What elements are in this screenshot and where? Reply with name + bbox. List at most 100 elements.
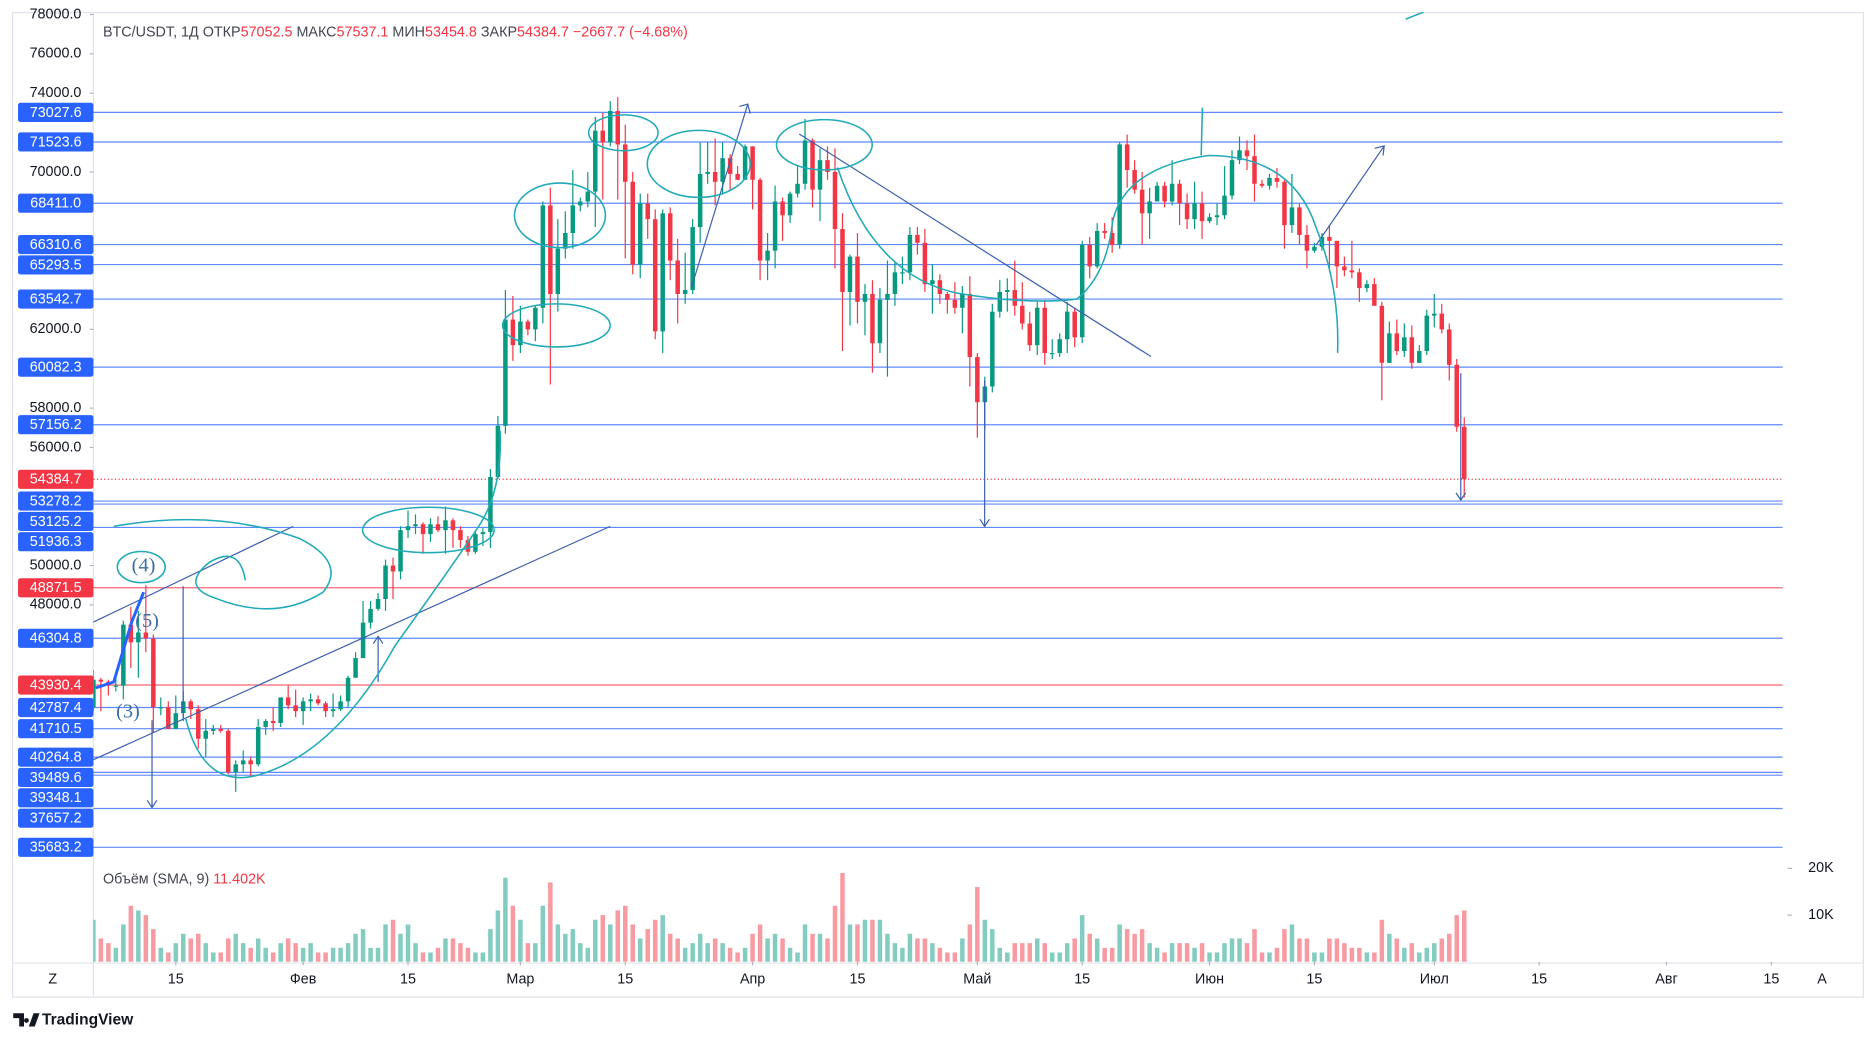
volume-bar	[645, 929, 650, 962]
x-tick-label: Июл	[1420, 972, 1449, 988]
candle-body	[1364, 284, 1370, 289]
candle-body	[690, 227, 695, 291]
candle-body	[712, 171, 718, 182]
candle-body	[353, 658, 358, 678]
price-label: 51936.3	[30, 534, 82, 550]
wave-label: (3)	[116, 701, 140, 723]
volume-bar	[113, 947, 119, 962]
volume-bar	[585, 947, 591, 962]
volume-bar	[188, 938, 194, 962]
brand-logo[interactable]: TradingView	[13, 1012, 134, 1029]
candle-body	[315, 699, 321, 704]
candle-body	[375, 599, 381, 609]
levels	[93, 111, 1783, 848]
candle-body	[143, 632, 149, 639]
volume-bar	[555, 924, 561, 962]
volume-bar	[960, 938, 965, 962]
candle-body	[1057, 339, 1062, 354]
candle-body	[1342, 266, 1347, 271]
volume-bar	[892, 943, 898, 962]
volume-bars	[93, 873, 1467, 962]
candle-body	[233, 764, 238, 773]
volume-bar	[495, 910, 501, 962]
volume-bar	[1057, 952, 1062, 962]
x-tick-label: 15	[1763, 972, 1779, 988]
candle-body	[930, 280, 935, 285]
volume-bar	[166, 952, 171, 962]
volume-bar	[233, 933, 238, 962]
volume-bar	[450, 938, 456, 962]
candle-body	[840, 229, 845, 293]
trend-line	[798, 133, 1152, 358]
arrow	[979, 380, 990, 528]
candle-body	[608, 110, 613, 143]
volume-bar	[211, 952, 216, 962]
candle-body	[682, 290, 688, 294]
circle-mark	[775, 118, 873, 171]
brand-name[interactable]: TradingView	[42, 1012, 134, 1029]
candle-body	[98, 679, 104, 682]
button-label[interactable]: A	[1817, 972, 1827, 988]
candle-body	[383, 565, 388, 600]
volume-bar	[1199, 943, 1205, 962]
candle-body	[1461, 426, 1467, 480]
price-label: 53278.2	[30, 493, 82, 509]
volume-bar	[720, 943, 725, 962]
candle-body	[667, 213, 673, 261]
volume-bar	[862, 919, 868, 962]
candle-body	[563, 232, 568, 249]
ohlc-value: 57537.1	[337, 24, 389, 40]
candle-body	[278, 697, 283, 724]
volume-bar	[1117, 924, 1122, 962]
ohlc-value: 57052.5	[241, 24, 293, 40]
volume-bar	[480, 952, 486, 962]
volume-bar	[458, 943, 463, 962]
candle-body	[1409, 337, 1415, 363]
candle-body	[570, 205, 576, 233]
candle-body	[121, 624, 126, 686]
y-tick-label: 48000.0	[30, 597, 82, 613]
volume-bar	[1447, 933, 1452, 962]
volume-bar	[443, 938, 448, 962]
volume-bar	[1064, 943, 1070, 962]
candle-body	[136, 632, 141, 643]
volume-bar	[1035, 938, 1040, 962]
candle-body	[1379, 305, 1385, 363]
wave-label: (5)	[135, 610, 159, 632]
volume-bar	[600, 915, 606, 962]
volume-bar	[907, 933, 913, 962]
volume-bar	[390, 919, 396, 962]
volume-bar	[1207, 952, 1212, 962]
wave-line	[95, 591, 146, 690]
candle-body	[285, 697, 291, 706]
x-tick-label: Июн	[1195, 972, 1224, 988]
button[interactable]	[40, 969, 65, 991]
button-label[interactable]: Z	[48, 972, 57, 988]
volume-bar	[847, 924, 853, 962]
volume-tick-label: 10K	[1808, 907, 1834, 923]
volume-bar	[1005, 952, 1010, 962]
volume-bar	[1349, 947, 1355, 962]
candle-body	[735, 173, 740, 180]
candle-body	[750, 146, 755, 180]
x-tick-label: 15	[617, 972, 633, 988]
volume-bar	[278, 943, 283, 962]
volume-bar	[982, 919, 988, 962]
volume-bar	[435, 947, 441, 962]
volume-bar	[593, 919, 598, 962]
button[interactable]	[1810, 969, 1835, 991]
candle-body	[323, 703, 328, 712]
volume-bar	[1312, 952, 1317, 962]
candle-body	[623, 144, 628, 182]
candle-body	[480, 532, 486, 535]
price-label-bg	[18, 788, 94, 808]
logo-icon[interactable]	[13, 1013, 40, 1027]
volume-bar	[1342, 943, 1347, 962]
volume-bar	[518, 919, 523, 962]
volume-bar	[300, 947, 306, 962]
candle-body	[1237, 150, 1242, 161]
volume-bar	[368, 947, 373, 962]
volume-bar	[900, 947, 905, 962]
candle-body	[915, 234, 920, 243]
chart-frame	[12, 11, 1864, 998]
